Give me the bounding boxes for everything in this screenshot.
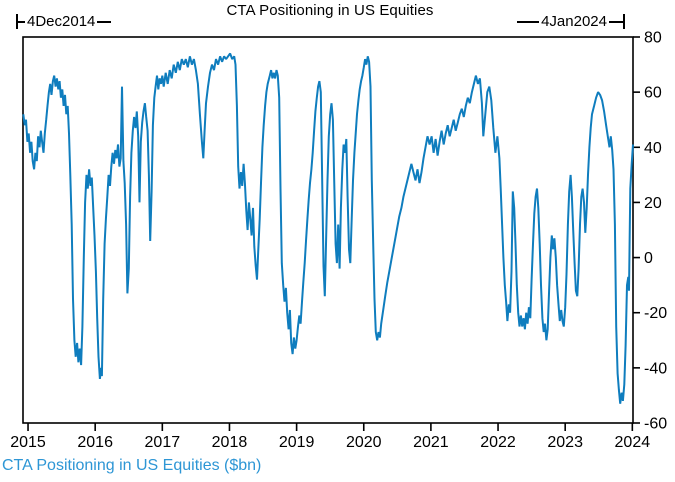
x-axis-tick-label: 2023 (547, 434, 583, 451)
y-axis-tick-label: -60 (644, 416, 667, 433)
range-end-line-lead (517, 20, 540, 23)
plot-frame (22, 36, 634, 424)
x-axis-tick-label: 2022 (480, 434, 516, 451)
y-axis-tick-label: -40 (644, 360, 667, 377)
y-axis-tick-label: 20 (644, 195, 662, 212)
x-axis-tick-label: 2020 (346, 434, 382, 451)
x-axis-tick-label: 2018 (212, 434, 248, 451)
y-axis-tick-label: 80 (644, 30, 662, 47)
x-axis-tick-label: 2016 (77, 434, 113, 451)
y-axis-tick-label: 60 (644, 85, 662, 102)
x-axis-tick-label: 2019 (279, 434, 315, 451)
range-start-line-lead (18, 20, 25, 23)
x-axis-tick-label: 2015 (10, 434, 46, 451)
range-start-cap-tick (16, 14, 18, 29)
x-axis-tick-label: 2017 (145, 434, 181, 451)
y-axis-tick-label: 40 (644, 140, 662, 157)
range-start-label: 4Dec2014 (27, 13, 96, 30)
data-line-series (22, 52, 634, 404)
range-end-label: 4Jan2024 (541, 13, 607, 30)
x-axis-tick-label: 2024 (615, 434, 651, 451)
chart-title: CTA Positioning in US Equities (226, 2, 434, 19)
y-axis-tick-label: -20 (644, 305, 667, 322)
range-start-annotation: 4Dec2014 (16, 13, 112, 30)
chart-caption: CTA Positioning in US Equities ($bn) (2, 457, 262, 474)
range-end-cap-tick (623, 14, 625, 29)
x-axis-tick-label: 2021 (413, 434, 449, 451)
range-start-line-trail (97, 20, 112, 23)
y-axis-tick-label: 0 (644, 250, 653, 267)
range-end-annotation: 4Jan2024 (517, 13, 625, 30)
range-end-line-trail (609, 20, 623, 23)
